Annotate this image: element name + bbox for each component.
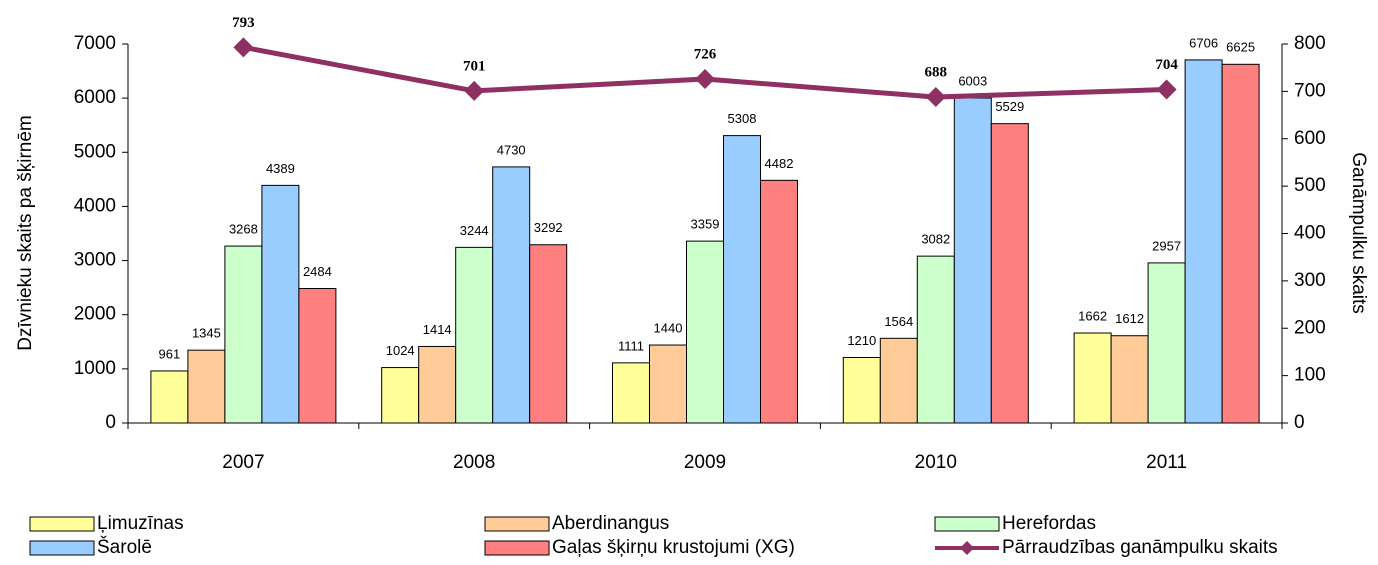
x-tick-label: 2009 [684, 452, 726, 473]
legend-swatch [484, 516, 550, 532]
line-marker [464, 80, 485, 101]
bar [1147, 262, 1186, 424]
bar [1110, 335, 1149, 424]
y-tick-label: 7000 [74, 33, 116, 54]
data-label: 1111 [618, 338, 644, 353]
legend-swatch [960, 541, 974, 555]
legend-swatch [29, 540, 95, 556]
line-marker [233, 37, 254, 58]
bar [150, 370, 189, 424]
bar [916, 255, 955, 424]
y2-tick-label: 300 [1294, 270, 1326, 291]
data-label: 6625 [1226, 40, 1255, 55]
data-label: 3268 [229, 221, 258, 236]
legend-label: Pārraudzības ganāmpulku skaits [1002, 537, 1278, 558]
data-label: 5308 [728, 111, 757, 126]
y2-tick-label: 500 [1294, 175, 1326, 196]
bar [760, 179, 798, 424]
legend-label: Herefordas [1002, 513, 1096, 534]
data-label: 1564 [884, 314, 913, 329]
bar [529, 244, 568, 424]
y2-axis-label: Ganāmpulku skaits [1348, 152, 1369, 314]
data-label: 5529 [995, 99, 1024, 114]
data-label: 1662 [1078, 308, 1107, 323]
legend-label: Gaļas šķirņu krustojumi (XG) [552, 537, 795, 558]
line-marker [925, 87, 946, 108]
bar [990, 123, 1029, 424]
bar [723, 135, 761, 424]
data-label: 688 [925, 64, 948, 80]
y2-tick-label: 800 [1294, 33, 1326, 54]
data-label: 1210 [847, 333, 876, 348]
x-tick-label: 2007 [222, 452, 264, 473]
y-tick-label: 2000 [74, 304, 116, 325]
data-label: 1414 [423, 322, 452, 337]
y2-tick-label: 600 [1294, 128, 1326, 149]
bar [261, 184, 300, 424]
y-tick-label: 5000 [74, 141, 116, 162]
bar [492, 166, 531, 424]
bar [842, 356, 881, 424]
bar [418, 345, 457, 424]
data-label: 2957 [1152, 238, 1181, 253]
data-label: 704 [1155, 57, 1178, 73]
y2-tick-label: 0 [1294, 412, 1305, 433]
x-tick-label: 2010 [915, 452, 957, 473]
bar [686, 240, 724, 424]
y2-tick-label: 700 [1294, 80, 1326, 101]
data-label: 1440 [654, 320, 683, 335]
x-tick-label: 2011 [1146, 452, 1187, 473]
data-label: 4730 [497, 142, 526, 157]
legend-swatch [934, 516, 1000, 532]
data-label: 4482 [765, 156, 794, 171]
data-label: 3244 [460, 223, 489, 238]
legend-label: Ļimuzīnas [97, 513, 184, 534]
legend-swatch [29, 516, 95, 532]
line-marker [1156, 79, 1177, 100]
data-label: 6003 [958, 73, 987, 88]
bar [649, 344, 687, 424]
data-label: 961 [159, 346, 181, 361]
data-label: 3359 [691, 217, 720, 232]
data-label: 793 [232, 15, 255, 31]
data-label: 701 [463, 58, 486, 74]
data-label: 6706 [1189, 35, 1218, 50]
data-label: 726 [694, 46, 717, 62]
data-label: 1345 [192, 326, 221, 341]
y-tick-label: 4000 [74, 195, 116, 216]
bar [224, 245, 263, 424]
bar [187, 349, 226, 424]
bar [381, 367, 420, 424]
bar [1221, 63, 1260, 424]
bar [612, 362, 650, 424]
data-label: 3292 [534, 220, 563, 235]
bar [953, 97, 992, 424]
y-tick-label: 3000 [74, 250, 116, 271]
y-tick-label: 1000 [74, 358, 116, 379]
data-label: 2484 [303, 264, 332, 279]
bar [879, 337, 918, 424]
legend-label: Aberdinangus [552, 513, 669, 534]
y-tick-label: 0 [105, 412, 116, 433]
bar [298, 288, 337, 424]
data-label: 1612 [1115, 311, 1144, 326]
y-axis-label: Dzīvnieku skaits pa šķirnēm [15, 115, 36, 350]
bar [1073, 332, 1112, 424]
x-tick-label: 2008 [453, 452, 495, 473]
y2-tick-label: 400 [1294, 223, 1326, 244]
line-marker [695, 69, 715, 90]
legend-swatch [484, 540, 550, 556]
legend-label: Šarolē [97, 536, 152, 558]
data-label: 3082 [921, 232, 950, 247]
bar [455, 246, 494, 424]
y-tick-label: 6000 [74, 87, 116, 108]
data-label: 1024 [386, 343, 415, 358]
y2-tick-label: 100 [1294, 365, 1326, 386]
bar [1184, 59, 1223, 424]
y2-tick-label: 200 [1294, 317, 1326, 338]
data-label: 4389 [266, 161, 295, 176]
